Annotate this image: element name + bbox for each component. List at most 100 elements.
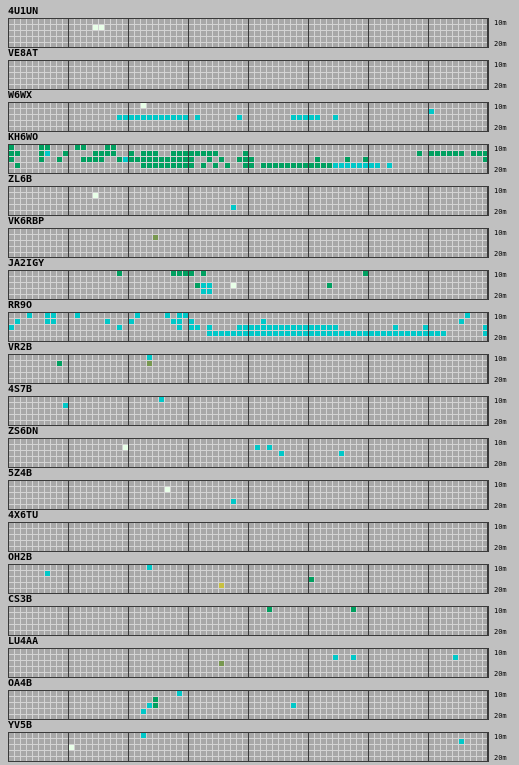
signal-cell bbox=[57, 361, 62, 366]
station-label: 5Z4B bbox=[8, 468, 32, 479]
signal-cell bbox=[201, 151, 206, 156]
signal-cell bbox=[213, 163, 218, 168]
band-label-10m: 10m bbox=[494, 355, 507, 363]
signal-cell bbox=[363, 271, 368, 276]
signal-cell bbox=[9, 325, 14, 330]
signal-cell bbox=[429, 331, 434, 336]
signal-cell bbox=[345, 157, 350, 162]
grid-lines bbox=[8, 60, 488, 90]
signal-cell bbox=[159, 163, 164, 168]
signal-cell bbox=[183, 151, 188, 156]
band-label-10m: 10m bbox=[494, 313, 507, 321]
grid-lines bbox=[8, 648, 488, 678]
signal-cell bbox=[177, 151, 182, 156]
signal-cell bbox=[171, 271, 176, 276]
signal-cell bbox=[327, 163, 332, 168]
signal-cell bbox=[195, 115, 200, 120]
signal-cell bbox=[291, 325, 296, 330]
signal-cell bbox=[303, 163, 308, 168]
signal-cell bbox=[297, 163, 302, 168]
signal-cell bbox=[453, 655, 458, 660]
signal-cell bbox=[231, 283, 236, 288]
signal-cell bbox=[291, 163, 296, 168]
band-label-10m: 10m bbox=[494, 523, 507, 531]
station-label: LU4AA bbox=[8, 636, 38, 647]
signal-cell bbox=[435, 151, 440, 156]
signal-cell bbox=[207, 151, 212, 156]
station-label: VK6RBP bbox=[8, 216, 44, 227]
station-block-zl6b: ZL6B 10m 20m bbox=[8, 174, 507, 216]
signal-cell bbox=[201, 163, 206, 168]
signal-cell bbox=[231, 205, 236, 210]
signal-cell bbox=[327, 331, 332, 336]
station-label: 4S7B bbox=[8, 384, 32, 395]
signal-cell bbox=[441, 331, 446, 336]
signal-cell bbox=[453, 151, 458, 156]
signal-cell bbox=[315, 163, 320, 168]
signal-cell bbox=[213, 151, 218, 156]
band-label-10m: 10m bbox=[494, 229, 507, 237]
signal-cell bbox=[279, 451, 284, 456]
signal-cell bbox=[255, 325, 260, 330]
band-label-10m: 10m bbox=[494, 397, 507, 405]
signal-cell bbox=[39, 145, 44, 150]
signal-cell bbox=[39, 157, 44, 162]
grid-lines bbox=[8, 144, 488, 174]
signal-cell bbox=[117, 157, 122, 162]
signal-cell bbox=[249, 163, 254, 168]
station-label: ZS6DN bbox=[8, 426, 38, 437]
station-label: OA4B bbox=[8, 678, 32, 689]
band-label-20m: 20m bbox=[494, 754, 507, 762]
signal-cell bbox=[141, 157, 146, 162]
band-label-20m: 20m bbox=[494, 334, 507, 342]
signal-cell bbox=[207, 157, 212, 162]
signal-cell bbox=[309, 331, 314, 336]
signal-cell bbox=[45, 313, 50, 318]
signal-cell bbox=[459, 739, 464, 744]
signal-cell bbox=[321, 331, 326, 336]
signal-cell bbox=[171, 163, 176, 168]
signal-cell bbox=[171, 115, 176, 120]
station-label: CS3B bbox=[8, 594, 32, 605]
signal-cell bbox=[189, 319, 194, 324]
signal-cell bbox=[273, 331, 278, 336]
grid-border bbox=[8, 312, 488, 342]
signal-cell bbox=[189, 271, 194, 276]
signal-cell bbox=[141, 733, 146, 738]
station-block-4x6tu: 4X6TU 10m 20m bbox=[8, 510, 507, 552]
signal-cell bbox=[303, 115, 308, 120]
signal-cell bbox=[333, 655, 338, 660]
signal-cell bbox=[363, 331, 368, 336]
station-label: KH6WO bbox=[8, 132, 38, 143]
signal-cell bbox=[273, 325, 278, 330]
signal-cell bbox=[261, 325, 266, 330]
grid-lines bbox=[8, 270, 488, 300]
signal-cell bbox=[147, 703, 152, 708]
signal-cell bbox=[249, 331, 254, 336]
signal-cell bbox=[93, 193, 98, 198]
signal-cell bbox=[243, 163, 248, 168]
signal-cell bbox=[159, 115, 164, 120]
signal-cell bbox=[147, 163, 152, 168]
signal-cell bbox=[363, 163, 368, 168]
signal-cell bbox=[393, 325, 398, 330]
signal-cell bbox=[207, 289, 212, 294]
signal-cell bbox=[435, 331, 440, 336]
signal-cell bbox=[117, 115, 122, 120]
signal-cell bbox=[183, 271, 188, 276]
band-label-20m: 20m bbox=[494, 712, 507, 720]
grid-lines bbox=[8, 564, 488, 594]
signal-cell bbox=[123, 115, 128, 120]
signal-cell bbox=[315, 331, 320, 336]
grid-lines bbox=[8, 228, 488, 258]
signal-cell bbox=[69, 745, 74, 750]
signal-cell bbox=[153, 151, 158, 156]
signal-cell bbox=[429, 151, 434, 156]
signal-cell bbox=[207, 331, 212, 336]
signal-cell bbox=[219, 583, 224, 588]
signal-cell bbox=[165, 487, 170, 492]
band-label-20m: 20m bbox=[494, 544, 507, 552]
band-label-10m: 10m bbox=[494, 691, 507, 699]
signal-cell bbox=[15, 319, 20, 324]
signal-cell bbox=[99, 157, 104, 162]
